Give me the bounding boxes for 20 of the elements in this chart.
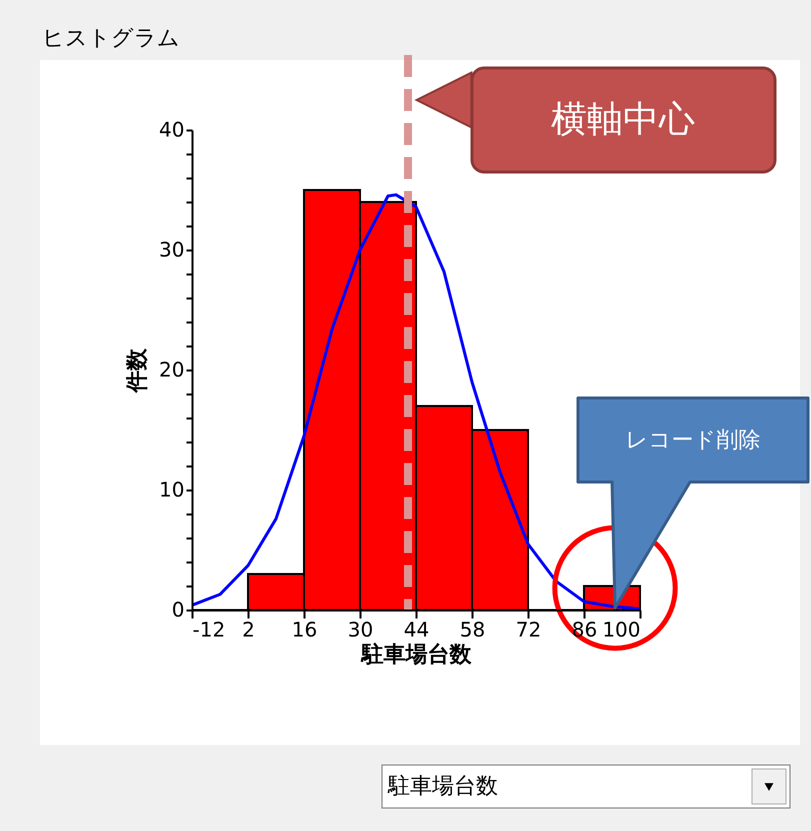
y-tick-label: 10 [159, 478, 184, 502]
x-tick-label: 72 [516, 618, 542, 642]
chart-title: ヒストグラム [42, 26, 180, 51]
x-tick-label: 100 [602, 618, 640, 642]
annotation: レコード削除 [626, 428, 760, 453]
x-tick-label: -12 [192, 618, 226, 642]
annotation: 横軸中心 [551, 99, 695, 140]
text: 駐車場台数 [387, 774, 498, 799]
x-tick-label: 58 [460, 618, 486, 642]
y-tick-label: 20 [159, 358, 184, 382]
x-tick-label: 30 [348, 618, 374, 642]
y-tick-label: 40 [159, 118, 184, 142]
x-tick-label: 44 [404, 618, 430, 642]
y-axis-title: 件数 [125, 348, 150, 394]
y-tick-label: 30 [159, 238, 184, 262]
x-tick-label: 86 [572, 618, 598, 642]
x-tick-label: 2 [242, 618, 255, 642]
y-tick-label: 0 [172, 598, 184, 622]
x-tick-label: 16 [292, 618, 318, 642]
x-axis-title: 駐車場台数 [360, 642, 472, 668]
